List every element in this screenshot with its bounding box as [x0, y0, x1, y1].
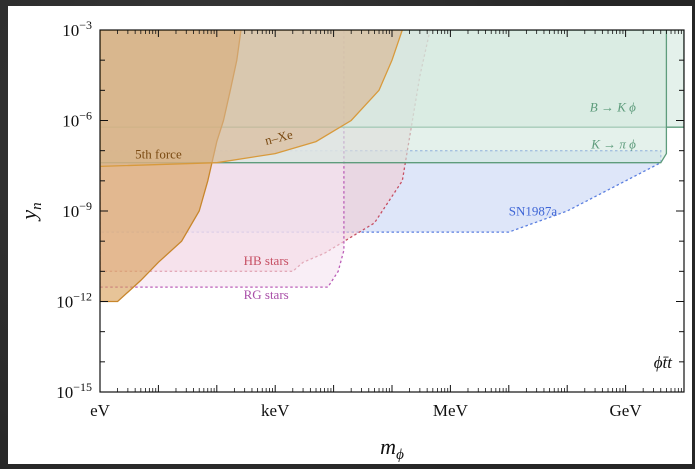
chart-figure: SN1987a HB stars RG stars B → K ϕ K → π ϕ 5th… — [8, 6, 692, 464]
x-tick-label: eV — [90, 401, 111, 420]
region-label-b-to-k-phi: B → K ϕ — [590, 99, 636, 114]
region-label-rg-stars: RG stars — [244, 287, 289, 302]
region-label-5th-force: 5th force — [135, 146, 182, 161]
y-tick-label: 10−3 — [62, 18, 92, 40]
y-axis-title: yn — [16, 202, 45, 221]
y-axis-title-subscript: n — [29, 202, 45, 210]
y-tick-base: 10 — [62, 21, 79, 40]
y-tick-base: 10 — [62, 202, 79, 221]
y-tick-exponent: −9 — [79, 199, 92, 213]
y-tick-exponent: −3 — [79, 18, 92, 32]
x-axis-title-subscript: ϕ — [396, 447, 404, 463]
region-label-k-to-pi-phi: K → π ϕ — [590, 136, 636, 151]
y-tick-base: 10 — [56, 383, 73, 402]
y-tick-label: 10−15 — [56, 380, 92, 402]
region-label-hb-stars: HB stars — [244, 253, 289, 268]
chart-annotation: ϕt̄t — [654, 353, 674, 372]
x-tick-label: keV — [261, 401, 290, 420]
y-tick-exponent: −12 — [73, 290, 92, 304]
region-label-sn1987a: SN1987a — [509, 204, 558, 219]
y-tick-exponent: −15 — [73, 380, 92, 394]
chart-svg: SN1987a HB stars RG stars B → K ϕ K → π ϕ 5th… — [16, 18, 685, 463]
regions-group — [100, 30, 684, 303]
y-tick-label: 10−12 — [56, 290, 92, 312]
y-tick-exponent: −6 — [79, 109, 92, 123]
x-tick-label: GeV — [610, 401, 643, 420]
y-tick-label: 10−9 — [62, 199, 92, 221]
x-axis-title: mϕ — [380, 434, 404, 463]
y-tick-base: 10 — [56, 293, 73, 312]
x-tick-label: MeV — [433, 401, 469, 420]
y-tick-base: 10 — [62, 112, 79, 131]
y-tick-label: 10−6 — [62, 109, 92, 131]
region-label-n-xe: n–Xe — [263, 126, 294, 147]
region-n-xe — [100, 30, 403, 168]
